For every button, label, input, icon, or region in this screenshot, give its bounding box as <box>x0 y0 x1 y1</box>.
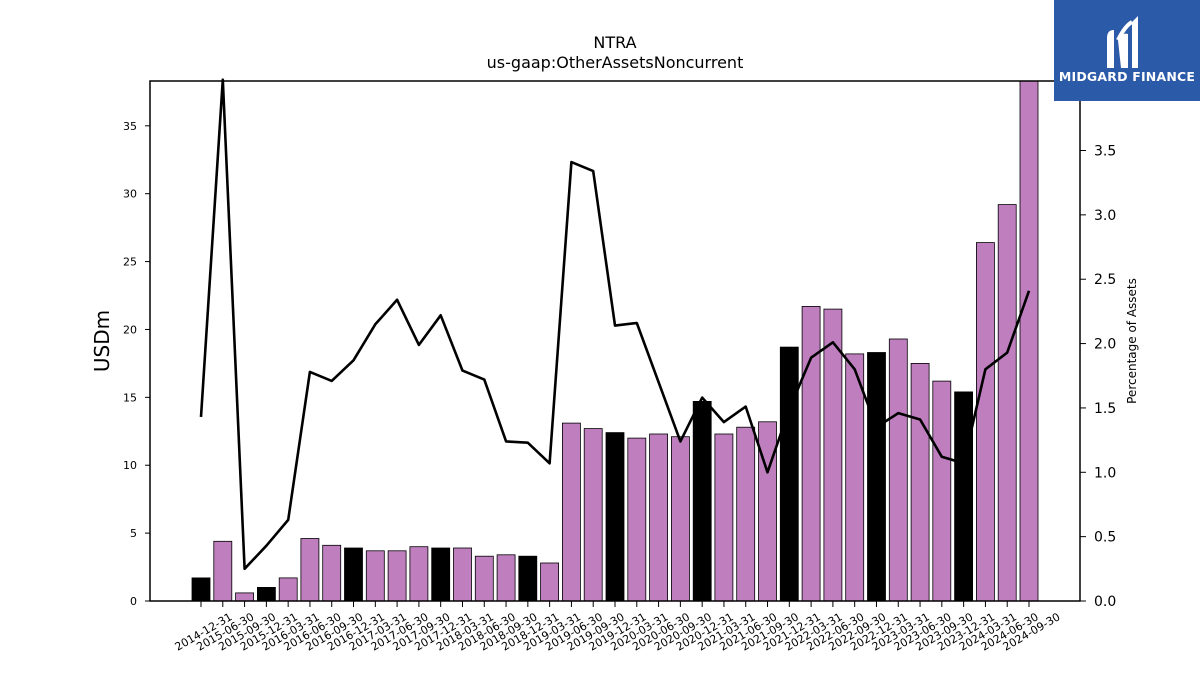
y-left-tick-label: 25 <box>123 256 137 269</box>
y-axis-left-label: USDm <box>90 310 114 372</box>
bar-2018-03-31 <box>453 547 472 602</box>
bar-2019-03-31 <box>540 562 559 602</box>
y-axis-left: 0 5 10 15 20 25 30 35 <box>123 120 150 608</box>
bar-2019-12-31 <box>605 432 625 602</box>
bar-2015-09-30 <box>235 592 255 602</box>
bar-2014-12-31 <box>191 577 211 602</box>
bar-series <box>191 80 1039 602</box>
y-right-tick-label: 2.5 <box>1094 272 1116 288</box>
bar-2018-09-30 <box>496 554 516 602</box>
percentage-line-series <box>199 78 1031 571</box>
bar-2024-03-31 <box>976 242 995 602</box>
bar-2021-12-31 <box>779 346 799 602</box>
bar-2017-12-31 <box>431 547 451 602</box>
y-right-tick-label: 1.5 <box>1094 401 1116 417</box>
bar-2016-09-30 <box>322 544 342 602</box>
bar-2016-03-31 <box>278 577 298 602</box>
bar-2019-09-30 <box>583 428 603 602</box>
brand-logo: MIDGARD FINANCE <box>1054 0 1200 101</box>
percentage-line <box>199 78 1031 571</box>
logo-mark-icon <box>1107 16 1138 68</box>
y-left-tick-label: 35 <box>123 120 137 133</box>
bar-2020-03-31 <box>627 437 647 602</box>
y-left-tick-label: 10 <box>123 459 137 472</box>
bar-2023-03-31 <box>888 338 908 602</box>
bar-2022-06-30 <box>823 308 843 602</box>
y-right-tick-label: 1.0 <box>1094 465 1116 481</box>
y-axis-right-label: Percentage of Assets <box>1125 278 1139 404</box>
y-left-tick-label: 5 <box>130 527 137 540</box>
bar-2021-03-31 <box>714 433 734 602</box>
bar-2018-06-30 <box>474 555 494 602</box>
y-right-tick-label: 0.0 <box>1094 594 1116 610</box>
bar-2023-06-30 <box>910 362 930 602</box>
bar-2022-09-30 <box>845 353 865 602</box>
bar-2023-12-31 <box>954 391 973 602</box>
bar-2021-09-30 <box>758 421 777 602</box>
y-left-tick-label: 0 <box>130 595 137 608</box>
bar-2018-12-31 <box>518 555 538 602</box>
bar-2022-03-31 <box>801 305 821 602</box>
bar-2023-09-30 <box>932 380 952 602</box>
y-right-tick-label: 0.5 <box>1094 530 1116 546</box>
x-axis: 2014-12-312015-06-302015-09-302015-12-31… <box>173 601 1063 654</box>
chart-subtitle: us-gaap:OtherAssetsNoncurrent <box>487 53 744 72</box>
bar-2020-12-31 <box>692 400 712 602</box>
logo-text: MIDGARD FINANCE <box>1058 69 1196 84</box>
chart-title: NTRA <box>593 33 636 52</box>
bar-2016-06-30 <box>300 538 320 602</box>
bar-2015-06-30 <box>213 540 233 602</box>
bar-2020-09-30 <box>671 436 690 602</box>
y-right-tick-label: 3.0 <box>1094 208 1116 224</box>
bar-2015-12-31 <box>256 587 276 602</box>
bar-2024-09-30 <box>1019 80 1039 602</box>
bar-2019-06-30 <box>562 422 581 602</box>
bar-2017-03-31 <box>365 550 385 602</box>
bar-2021-06-30 <box>736 426 756 602</box>
y-right-tick-label: 3.5 <box>1094 144 1116 160</box>
y-left-tick-label: 15 <box>123 391 137 404</box>
bar-2017-09-30 <box>409 546 429 602</box>
bar-2020-06-30 <box>649 433 668 602</box>
bar-2024-06-30 <box>997 204 1017 602</box>
bar-2022-12-31 <box>867 352 886 602</box>
y-axis-right: 0.0 0.5 1.0 1.5 2.0 2.5 3.0 3.5 <box>1080 144 1116 610</box>
bar-2016-12-31 <box>344 547 363 602</box>
y-left-tick-label: 20 <box>123 323 137 336</box>
y-right-tick-label: 2.0 <box>1094 337 1116 353</box>
bar-2017-06-30 <box>387 550 407 602</box>
y-left-tick-label: 30 <box>123 188 137 201</box>
